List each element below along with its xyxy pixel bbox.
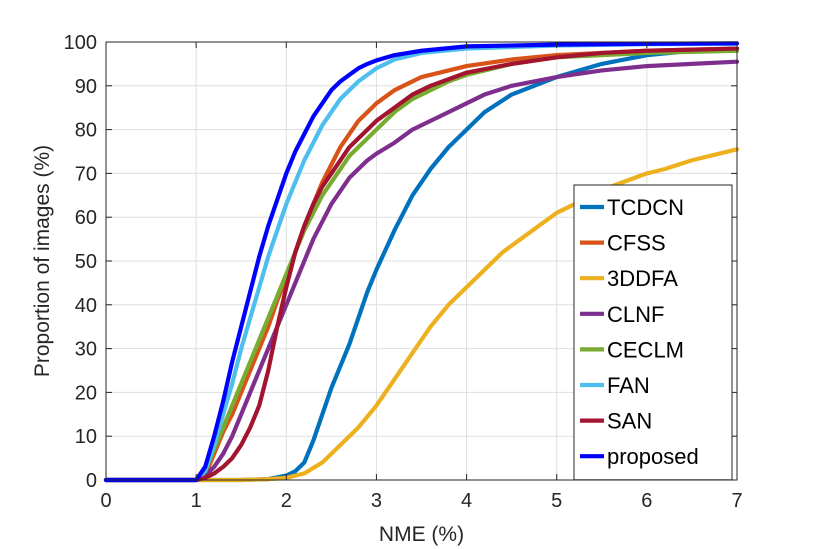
y-tick-label-2: 20 [75, 382, 97, 404]
x-tick-label-0: 0 [100, 490, 111, 512]
y-tick-label-6: 60 [75, 207, 97, 229]
y-tick-label-10: 100 [64, 32, 97, 54]
y-tick-label-1: 10 [75, 426, 97, 448]
series-line-san [103, 46, 740, 483]
legend-label-proposed: proposed [607, 444, 699, 469]
x-tick-label-7: 7 [731, 490, 742, 512]
series-layer [103, 41, 740, 483]
y-tick-label-5: 50 [75, 251, 97, 273]
legend-label-san: SAN [607, 409, 652, 434]
y-tick-label-7: 70 [75, 163, 97, 185]
y-tick-label-9: 90 [75, 76, 97, 98]
legend-label-clnf: CLNF [607, 302, 664, 327]
y-tick-label-4: 40 [75, 295, 97, 317]
legend: TCDCN CFSS 3DDFA CLNF CECLM FAN SAN proposed [573, 184, 733, 481]
x-tick-label-6: 6 [641, 490, 652, 512]
legend-label-cfss: CFSS [607, 231, 666, 256]
x-tick-label-4: 4 [461, 490, 472, 512]
legend-label-3ddfa: 3DDFA [607, 266, 678, 291]
y-tick-label-8: 80 [75, 120, 97, 142]
series-line-fan [103, 41, 740, 483]
x-tick-label-5: 5 [551, 490, 562, 512]
legend-label-ceclm: CECLM [607, 337, 684, 362]
y-tick-label-0: 0 [86, 470, 97, 492]
series-line-clnf [103, 59, 740, 483]
x-tick-label-1: 1 [191, 490, 202, 512]
series-line-proposed [103, 41, 740, 483]
x-tick-label-3: 3 [371, 490, 382, 512]
y-tick-label-3: 30 [75, 339, 97, 361]
x-tick-label-2: 2 [281, 490, 292, 512]
legend-label-tcdcn: TCDCN [607, 195, 684, 220]
legend-box [573, 184, 733, 481]
x-axis-label: NME (%) [379, 523, 464, 546]
y-axis-label: Proportion of images (%) [31, 145, 54, 377]
legend-label-fan: FAN [607, 373, 650, 398]
series-line-3ddfa [103, 147, 740, 483]
